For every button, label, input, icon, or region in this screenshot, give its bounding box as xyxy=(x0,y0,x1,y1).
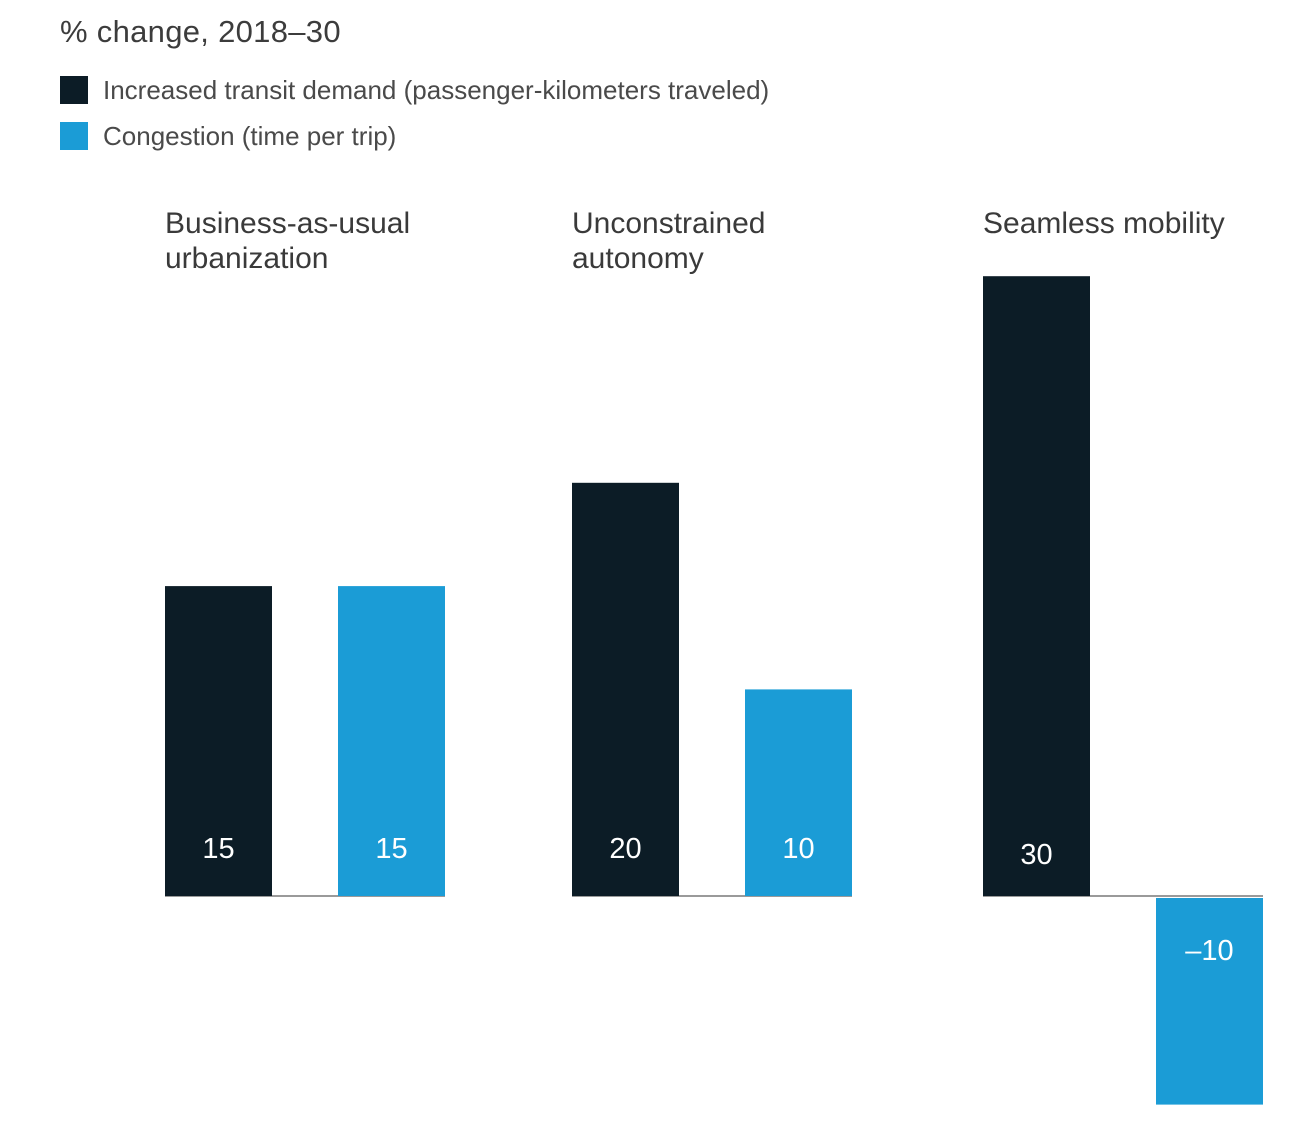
bar-group-2: Unconstrained autonomy 20 10 xyxy=(572,207,852,897)
group-title-1: Business-as-usual urbanization xyxy=(165,207,410,275)
group-title-line: urbanization xyxy=(165,242,328,275)
data-label: 30 xyxy=(1020,839,1052,871)
group-title-2: Unconstrained autonomy xyxy=(572,207,765,275)
legend-swatch-demand xyxy=(60,76,88,104)
chart-subtitle: % change, 2018–30 xyxy=(60,14,341,49)
data-label: –10 xyxy=(1185,935,1233,967)
bar-congestion xyxy=(745,689,852,896)
legend-label-congestion: Congestion (time per trip) xyxy=(103,120,397,151)
data-label: 15 xyxy=(202,833,234,865)
legend: Increased transit demand (passenger-kilo… xyxy=(60,72,769,164)
bar-group-3: Seamless mobility 30 –10 xyxy=(983,207,1263,1105)
legend-swatch-congestion xyxy=(60,122,88,150)
legend-label-demand: Increased transit demand (passenger-kilo… xyxy=(103,74,770,105)
group-title-line: Unconstrained xyxy=(572,207,765,240)
legend-item-congestion: Congestion (time per trip) xyxy=(60,118,769,154)
legend-item-demand: Increased transit demand (passenger-kilo… xyxy=(60,72,769,108)
bar-congestion xyxy=(1156,898,1263,1105)
bar-congestion xyxy=(338,586,445,896)
data-label: 20 xyxy=(609,833,641,865)
data-label: 10 xyxy=(782,833,814,865)
group-title-line: autonomy xyxy=(572,242,704,275)
group-title-3: Seamless mobility xyxy=(983,207,1225,240)
bar-demand xyxy=(572,482,679,896)
bar-group-1: Business-as-usual urbanization 15 15 xyxy=(165,207,445,897)
bar-demand xyxy=(983,276,1090,896)
data-label: 15 xyxy=(375,833,407,865)
group-title-line: Seamless mobility xyxy=(983,207,1225,240)
group-title-line: Business-as-usual xyxy=(165,207,410,240)
bar-demand xyxy=(165,586,272,896)
